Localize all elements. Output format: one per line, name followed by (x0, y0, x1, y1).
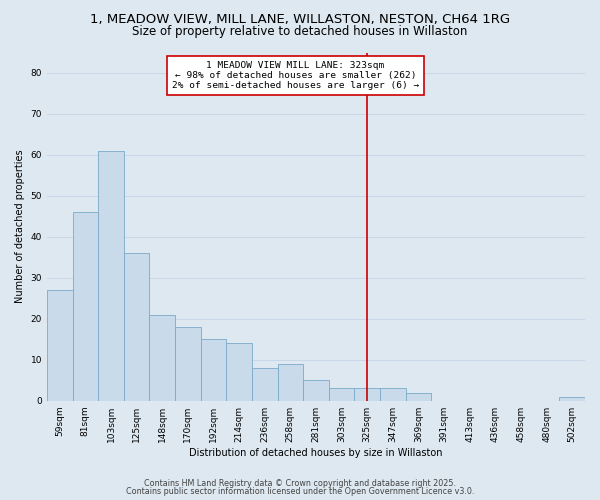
Bar (252, 368, 278, 400)
Bar (278, 364, 303, 401)
Bar (406, 392, 431, 400)
Bar (200, 340, 226, 400)
Bar (303, 380, 329, 400)
Text: Size of property relative to detached houses in Willaston: Size of property relative to detached ho… (133, 25, 467, 38)
Bar (73, 212, 98, 400)
Bar (380, 388, 406, 400)
Bar (149, 314, 175, 400)
Text: 1 MEADOW VIEW MILL LANE: 323sqm
← 98% of detached houses are smaller (262)
2% of: 1 MEADOW VIEW MILL LANE: 323sqm ← 98% of… (172, 60, 419, 90)
Bar (226, 344, 252, 400)
Y-axis label: Number of detached properties: Number of detached properties (15, 150, 25, 304)
Bar (47, 290, 73, 401)
Bar (124, 253, 149, 400)
Bar (329, 388, 355, 400)
X-axis label: Distribution of detached houses by size in Willaston: Distribution of detached houses by size … (189, 448, 443, 458)
Bar (355, 388, 380, 400)
Bar (98, 151, 124, 400)
Text: Contains HM Land Registry data © Crown copyright and database right 2025.: Contains HM Land Registry data © Crown c… (144, 478, 456, 488)
Text: Contains public sector information licensed under the Open Government Licence v3: Contains public sector information licen… (126, 487, 474, 496)
Bar (175, 327, 200, 400)
Bar (559, 396, 585, 400)
Text: 1, MEADOW VIEW, MILL LANE, WILLASTON, NESTON, CH64 1RG: 1, MEADOW VIEW, MILL LANE, WILLASTON, NE… (90, 12, 510, 26)
